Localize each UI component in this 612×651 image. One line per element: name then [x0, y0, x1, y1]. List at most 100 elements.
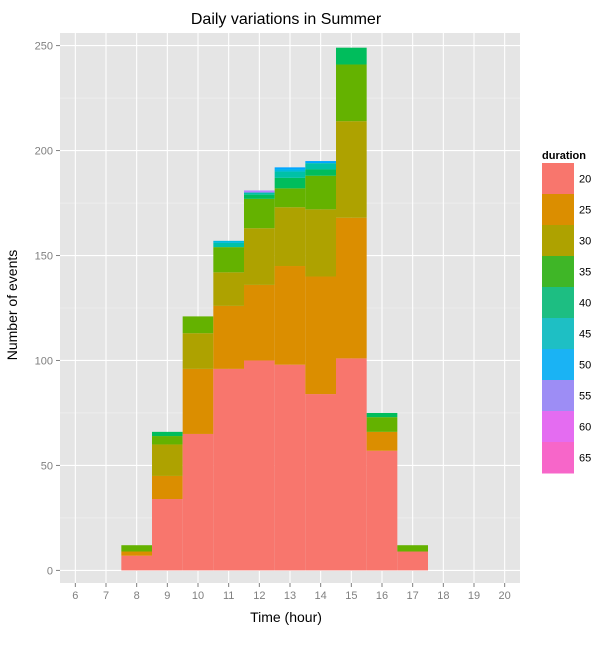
x-axis-ticks: 6 7 8 9 10 11 12 13 14 15 16 17 18 19 20 [72, 583, 511, 602]
x-tick-label: 6 [72, 590, 78, 602]
y-tick-label: 150 [35, 251, 53, 263]
bar-segment-8-25 [121, 551, 152, 556]
bar-segment-11-20 [213, 368, 244, 571]
legend-key-20 [542, 163, 574, 195]
bar-segment-13-25 [274, 266, 306, 365]
legend-label-25: 25 [579, 205, 591, 217]
bar-segment-12-60 [244, 190, 275, 193]
bar-segment-9-40 [152, 431, 183, 437]
bar-segment-13-45 [274, 171, 306, 178]
bar-segment-12-20 [244, 360, 275, 571]
legend-items: 20 25 30 35 40 45 50 55 60 65 [542, 163, 591, 474]
bar-segment-11-35 [213, 247, 244, 273]
bar-segment-15-40 [336, 47, 367, 65]
bar-segment-11-30 [213, 272, 244, 306]
bar-segment-12-25 [244, 284, 275, 361]
bar-segment-13-35 [274, 188, 306, 208]
y-tick-label: 50 [41, 460, 53, 472]
legend-label-65: 65 [579, 453, 591, 465]
bar-segment-14-20 [305, 394, 336, 571]
legend-label-35: 35 [579, 267, 591, 279]
bar-segment-16-35 [366, 417, 398, 432]
y-axis-ticks: 0 50 100 150 200 250 [35, 41, 60, 577]
legend-label-50: 50 [579, 360, 591, 372]
bar-segment-16-25 [366, 431, 398, 451]
legend-key-25 [542, 194, 574, 226]
bar-segment-9-20 [152, 499, 183, 571]
x-tick-label: 7 [103, 590, 109, 602]
legend: duration 20 25 30 35 40 45 50 55 60 65 [542, 150, 591, 474]
bar-segment-11-25 [213, 305, 244, 369]
y-tick-label: 200 [35, 146, 53, 158]
bar-segment-12-35 [244, 198, 275, 229]
bar-segment-13-40 [274, 177, 306, 189]
legend-key-35 [542, 256, 574, 288]
bar-segment-11-45 [213, 242, 244, 248]
legend-key-30 [542, 225, 574, 257]
x-tick-label: 8 [134, 590, 140, 602]
bar-segment-13-20 [274, 364, 306, 571]
x-tick-label: 15 [345, 590, 357, 602]
legend-key-60 [542, 411, 574, 443]
legend-label-30: 30 [579, 236, 591, 248]
bar-segment-12-30 [244, 228, 275, 285]
bar-segment-15-25 [336, 217, 367, 359]
x-tick-label: 10 [192, 590, 204, 602]
bar-segment-16-40 [366, 412, 398, 418]
bar-segment-16-20 [366, 450, 398, 571]
legend-key-50 [542, 349, 574, 381]
bar-segment-10-35 [182, 316, 214, 334]
bar-segment-14-30 [305, 209, 336, 277]
y-axis-label: Number of events [4, 250, 20, 361]
legend-label-45: 45 [579, 329, 591, 341]
x-tick-label: 19 [468, 590, 480, 602]
x-tick-label: 12 [253, 590, 265, 602]
legend-key-65 [542, 442, 574, 474]
x-axis-label: Time (hour) [250, 609, 322, 625]
chart-title: Daily variations in Summer [191, 11, 382, 28]
bar-segment-14-40 [305, 169, 336, 176]
x-tick-label: 13 [284, 590, 296, 602]
bar-segment-14-55 [305, 161, 336, 164]
legend-label-40: 40 [579, 298, 591, 310]
legend-key-55 [542, 380, 574, 412]
y-tick-label: 250 [35, 41, 53, 53]
bar-segment-14-35 [305, 175, 336, 210]
bar-segment-13-30 [274, 207, 306, 267]
y-tick-label: 100 [35, 355, 53, 367]
legend-key-45 [542, 318, 574, 350]
x-tick-label: 11 [223, 590, 234, 602]
bar-segment-10-25 [182, 368, 214, 434]
x-tick-label: 16 [376, 590, 388, 602]
bar-segment-8-35 [121, 545, 152, 552]
legend-key-40 [542, 287, 574, 319]
bar-segment-9-25 [152, 475, 183, 500]
bar-segment-8-20 [121, 555, 152, 571]
bar-segment-11-50 [213, 240, 244, 243]
x-tick-label: 17 [407, 590, 419, 602]
legend-title: duration [542, 150, 586, 162]
bar-segment-14-25 [305, 276, 336, 395]
bar-segment-15-35 [336, 64, 367, 122]
bar-segment-12-45 [244, 192, 275, 195]
x-tick-label: 20 [499, 590, 511, 602]
legend-label-55: 55 [579, 391, 591, 403]
bar-segment-10-20 [182, 433, 214, 571]
bar-segment-13-55 [274, 167, 306, 170]
bar-stacks [121, 47, 428, 571]
bar-segment-17-35 [397, 545, 428, 552]
x-tick-label: 9 [164, 590, 170, 602]
bar-segment-15-20 [336, 358, 367, 571]
bar-segment-10-30 [182, 333, 214, 369]
bar-segment-17-20 [397, 551, 428, 571]
legend-label-60: 60 [579, 422, 591, 434]
bar-segment-9-30 [152, 444, 183, 476]
bar-segment-12-40 [244, 194, 275, 199]
x-tick-label: 18 [437, 590, 449, 602]
x-tick-label: 14 [315, 590, 327, 602]
y-tick-label: 0 [47, 565, 53, 577]
legend-label-20: 20 [579, 174, 591, 186]
bar-segment-9-35 [152, 436, 183, 445]
bar-segment-15-30 [336, 121, 367, 218]
